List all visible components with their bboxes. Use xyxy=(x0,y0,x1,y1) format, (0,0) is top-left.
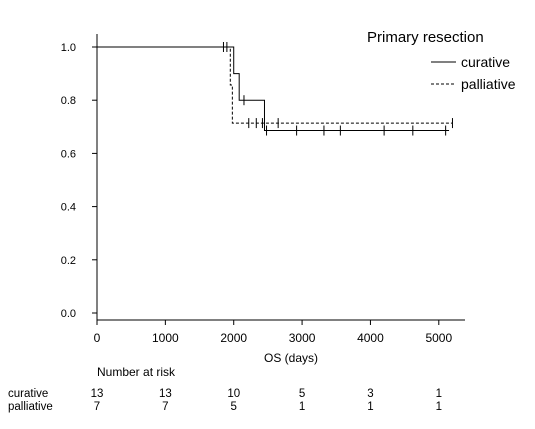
risk-value-curative: 13 xyxy=(159,388,172,400)
y-tick-label: 0.6 xyxy=(61,148,76,160)
risk-value-palliative: 1 xyxy=(299,401,305,413)
risk-value-curative: 3 xyxy=(367,388,373,400)
y-tick-label: 0.4 xyxy=(61,202,76,214)
risk-value-palliative: 7 xyxy=(94,401,100,413)
risk-row-label-curative: curative xyxy=(8,388,48,400)
number-at-risk-table: Number at risk curative palliative 13 13 1… xyxy=(8,365,442,413)
legend-label-palliative: palliative xyxy=(461,76,516,92)
series-line-palliative xyxy=(97,46,453,124)
risk-value-curative: 1 xyxy=(436,388,442,400)
y-tick-label: 1.0 xyxy=(61,42,76,54)
legend: Primary resection curative palliative xyxy=(367,29,516,92)
risk-value-curative: 5 xyxy=(299,388,305,400)
axes: 0.0 0.2 0.4 0.6 0.8 1.0 0 1000 2000 3000 4000 5000 O… xyxy=(61,34,465,365)
x-tick-label: 0 xyxy=(94,331,101,345)
x-tick-label: 1000 xyxy=(152,331,179,345)
risk-value-curative: 10 xyxy=(227,388,240,400)
x-tick-label: 2000 xyxy=(220,331,247,345)
x-tick-label: 3000 xyxy=(289,331,316,345)
risk-row-label-palliative: palliative xyxy=(8,401,53,413)
series-line-curative xyxy=(97,46,450,132)
x-tick-label: 4000 xyxy=(357,331,384,345)
y-tick-label: 0.8 xyxy=(61,95,76,107)
legend-label-curative: curative xyxy=(461,54,510,70)
y-tick-label: 0.0 xyxy=(61,308,76,320)
risk-value-palliative: 7 xyxy=(162,401,168,413)
survival-curves xyxy=(97,42,453,136)
legend-title: Primary resection xyxy=(367,29,484,46)
x-axis-title: OS (days) xyxy=(264,351,318,365)
y-tick-label: 0.2 xyxy=(61,255,76,267)
risk-table-header: Number at risk xyxy=(97,365,176,379)
risk-value-palliative: 1 xyxy=(436,401,442,413)
x-tick-label: 5000 xyxy=(425,331,452,345)
risk-value-palliative: 1 xyxy=(367,401,373,413)
risk-value-palliative: 5 xyxy=(231,401,237,413)
risk-value-curative: 13 xyxy=(91,388,104,400)
